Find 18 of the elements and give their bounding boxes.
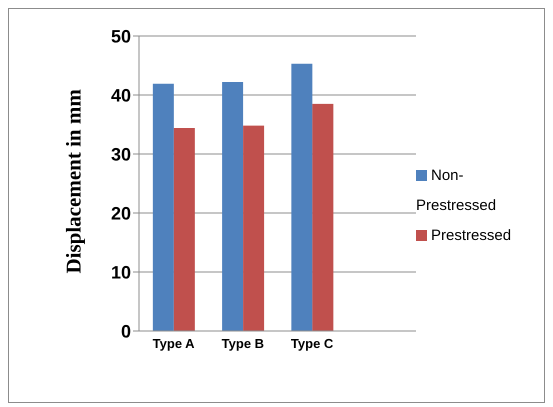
bar [174, 128, 195, 331]
bar [291, 64, 312, 331]
bar [222, 82, 244, 331]
legend-label: Non-Prestressed [416, 166, 496, 214]
x-tick-label: Type A [152, 336, 196, 352]
y-tick-label: 20 [110, 203, 131, 224]
y-tick-label: 40 [110, 85, 131, 106]
y-tick-label: 10 [110, 262, 131, 282]
bar [243, 126, 264, 331]
bar [152, 84, 174, 331]
y-tick-label: 0 [120, 321, 131, 342]
y-tick-label: 50 [110, 26, 131, 46]
x-tick-label: Type C [290, 336, 334, 352]
y-tick-label: 30 [110, 144, 131, 164]
bar [312, 104, 334, 331]
legend-label: Prestressed [431, 226, 512, 244]
y-axis-title: Displacement in mm [61, 88, 86, 274]
x-tick-label: Type B [222, 336, 264, 352]
